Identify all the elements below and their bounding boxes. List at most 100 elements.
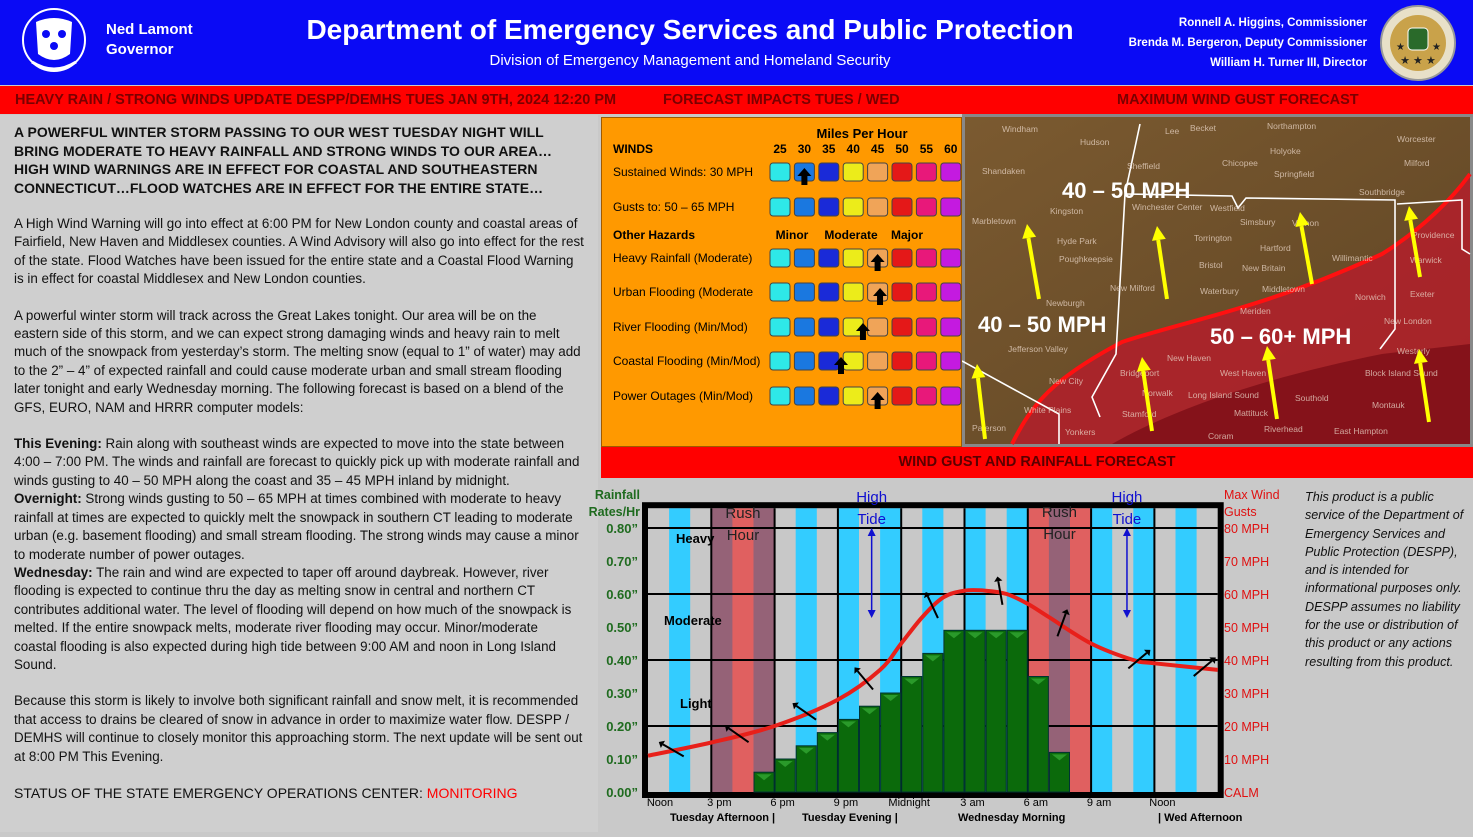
hazard-label: Heavy Rainfall (Moderate) <box>613 251 752 265</box>
rainfall-bar-bevel <box>756 774 772 781</box>
period-label: | Wed Afternoon <box>1158 812 1243 824</box>
scale-box <box>793 282 815 302</box>
scale-box <box>867 317 889 337</box>
gust-zone-label: 40 – 50 MPH <box>1062 178 1190 203</box>
official-director: William H. Turner III, Director <box>1210 57 1367 69</box>
wind-arrow-icon <box>1266 359 1279 420</box>
rainfall-bar <box>816 732 838 793</box>
scale-box <box>818 197 840 217</box>
map-place-label: New London <box>1384 316 1432 326</box>
hazard-label: Sustained Winds: 30 MPH <box>613 165 753 179</box>
governor-name: Ned Lamont <box>106 21 193 38</box>
official-deputy-commissioner: Brenda M. Bergeron, Deputy Commissioner <box>1128 37 1367 49</box>
scale-box <box>891 282 913 302</box>
map-place-label: Bridgeport <box>1120 368 1160 378</box>
wind-direction-arrow-icon <box>854 667 874 691</box>
hazard-label: Urban Flooding (Moderate <box>613 285 753 299</box>
period-label: Tuesday Evening | <box>802 812 898 824</box>
wednesday-paragraph: Wednesday: The rain and wind are expecte… <box>14 564 572 672</box>
map-place-label: Meriden <box>1240 306 1271 316</box>
forecast-discussion: A POWERFUL WINTER STORM PASSING TO OUR W… <box>0 115 598 832</box>
hazard-label: River Flooding (Min/Mod) <box>613 320 748 334</box>
scale-box <box>818 317 840 337</box>
level-arrow-icon <box>834 357 848 374</box>
rainfall-bar <box>985 629 1007 793</box>
wind-arrow-head <box>1144 649 1151 657</box>
scale-box <box>940 351 962 371</box>
header: Ned Lamont Governor Department of Emerge… <box>0 0 1473 85</box>
wind-arrow-shaft <box>1193 659 1213 677</box>
period-label: Wednesday Morning <box>958 812 1065 824</box>
wind-gust-map[interactable]: Windham Hudson Lee Becket Northampton Worcest… <box>961 114 1473 447</box>
map-place-label: Jefferson Valley <box>1008 344 1068 354</box>
scale-box <box>818 162 840 182</box>
wind-arrow-head <box>923 591 932 599</box>
wind-arrowhead-icon <box>1136 357 1151 372</box>
ri-border <box>1396 199 1471 255</box>
governor: Ned Lamont Governor <box>106 20 193 60</box>
map-place-label: Milford <box>1404 158 1430 168</box>
official-commissioner: Ronnell A. Higgins, Commissioner <box>1178 17 1367 29</box>
map-place-label: White Plains <box>1024 405 1071 415</box>
scale-box <box>940 386 962 406</box>
section-header-bar: HEAVY RAIN / STRONG WINDS UPDATE DESPP/D… <box>0 86 1473 114</box>
scale-box <box>940 248 962 268</box>
time-stripe <box>648 508 670 792</box>
wind-arrow-icon <box>1418 362 1431 423</box>
rainfall-bar-bevel <box>862 708 878 715</box>
left-axis-label: Rainfall <box>595 488 640 502</box>
gust-zone-label: 40 – 50 MPH <box>978 312 1106 337</box>
map-place-label: New Britain <box>1242 263 1286 273</box>
time-stripe <box>732 508 754 792</box>
map-place-label: Bristol <box>1199 260 1223 270</box>
severity-minor: Minor <box>776 228 809 242</box>
scale-box <box>915 386 937 406</box>
map-place-label: Montauk <box>1372 400 1405 410</box>
map-place-label: Torrington <box>1194 233 1232 243</box>
storm-overview-paragraph: A powerful winter storm will track acros… <box>14 307 581 415</box>
map-place-label: Hudson <box>1080 137 1110 147</box>
rainfall-bar-bevel <box>988 632 1004 639</box>
wind-arrow-icon <box>1408 219 1422 278</box>
wind-arrow-head <box>658 740 666 749</box>
scale-box <box>842 248 864 268</box>
rainfall-bar <box>753 771 775 793</box>
x-axis-tick: 9 am <box>1087 797 1111 809</box>
intensity-moderate: Moderate <box>664 613 722 628</box>
map-place-label: Simsbury <box>1240 217 1276 227</box>
right-axis-label: Max Wind <box>1224 488 1280 502</box>
rainfall-bar-bevel <box>840 721 856 728</box>
this-evening-paragraph: This Evening: Rain along with southeast … <box>14 436 580 488</box>
time-stripe <box>753 508 776 792</box>
ct-border <box>1124 193 1396 350</box>
warnings-paragraph: A High Wind Warning will go into effect … <box>14 216 584 287</box>
scale-box <box>915 248 937 268</box>
map-title: MAXIMUM WIND GUST FORECAST <box>1117 92 1359 108</box>
scale-box <box>769 386 791 406</box>
map-place-label: New Milford <box>1110 283 1155 293</box>
impact-scale-graphic: Miles Per HourWINDS253035404550556065Oth… <box>613 126 986 409</box>
scale-box <box>818 386 840 406</box>
rainfall-bar <box>1048 751 1071 793</box>
map-place-label: Hyde Park <box>1057 236 1097 246</box>
wind-arrow-shaft <box>926 595 939 619</box>
rainfall-bar <box>795 745 817 793</box>
map-place-label: Norwich <box>1355 292 1386 302</box>
map-place-label: Warwick <box>1410 255 1443 265</box>
scale-box <box>891 248 913 268</box>
mph-tick: 40 <box>847 142 861 156</box>
map-place-label: Riverhead <box>1264 424 1303 434</box>
scale-box <box>842 162 864 182</box>
scale-box <box>867 351 889 371</box>
mph-tick: 35 <box>822 142 836 156</box>
map-place-label: Sheffield <box>1127 161 1160 171</box>
rainfall-bar-bevel <box>904 678 920 685</box>
wind-arrow-icon <box>975 377 987 440</box>
wind-arrow-head <box>792 702 799 710</box>
map-place-label: Block Island Sound <box>1365 368 1438 378</box>
scale-box <box>891 162 913 182</box>
wind-arrow-shaft <box>795 705 817 721</box>
scale-box <box>940 162 962 182</box>
time-stripe <box>1070 508 1092 792</box>
scale-box <box>891 351 913 371</box>
